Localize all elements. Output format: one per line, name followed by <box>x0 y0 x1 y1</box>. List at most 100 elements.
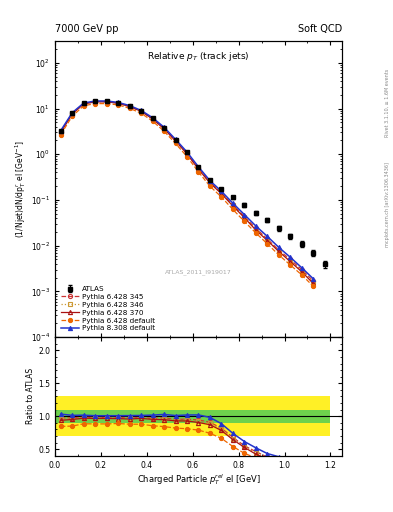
Bar <box>239 396 250 436</box>
Pythia 6.428 370 <box>139 108 143 114</box>
Pythia 6.428 345 <box>265 236 270 242</box>
Pythia 6.428 370 <box>127 103 132 110</box>
Bar <box>307 396 319 436</box>
Bar <box>239 410 250 423</box>
Text: 7000 GeV pp: 7000 GeV pp <box>55 24 119 34</box>
Pythia 6.428 346 <box>104 99 109 105</box>
Pythia 8.308 default <box>299 265 304 271</box>
Bar <box>193 410 204 423</box>
Pythia 6.428 345 <box>253 225 258 231</box>
Text: mcplots.cern.ch [arXiv:1306.3436]: mcplots.cern.ch [arXiv:1306.3436] <box>385 162 390 247</box>
Pythia 6.428 370 <box>116 100 121 106</box>
Y-axis label: Ratio to ATLAS: Ratio to ATLAS <box>26 368 35 424</box>
Pythia 8.308 default <box>288 254 293 260</box>
Pythia 8.308 default <box>81 100 86 106</box>
Bar <box>216 410 227 423</box>
Pythia 6.428 346 <box>253 226 258 232</box>
Pythia 6.428 346 <box>288 258 293 264</box>
Bar <box>66 396 78 436</box>
Pythia 6.428 345 <box>104 98 109 104</box>
Pythia 6.428 345 <box>116 100 121 106</box>
Pythia 6.428 346 <box>242 214 247 220</box>
Pythia 6.428 345 <box>162 125 166 132</box>
Bar <box>250 396 262 436</box>
Pythia 8.308 default <box>276 244 281 250</box>
Pythia 6.428 345 <box>127 103 132 110</box>
Pythia 6.428 370 <box>173 138 178 144</box>
Pythia 6.428 default <box>104 100 109 106</box>
Line: Pythia 8.308 default: Pythia 8.308 default <box>59 99 315 281</box>
Pythia 6.428 345 <box>219 190 224 196</box>
Bar <box>112 396 124 436</box>
Pythia 8.308 default <box>173 136 178 142</box>
Line: Pythia 6.428 346: Pythia 6.428 346 <box>59 100 315 284</box>
Pythia 6.428 346 <box>70 111 75 117</box>
Pythia 6.428 346 <box>219 190 224 197</box>
Bar <box>181 396 193 436</box>
Bar <box>135 410 147 423</box>
Pythia 6.428 default <box>93 100 97 106</box>
Pythia 6.428 default <box>299 272 304 278</box>
Pythia 6.428 default <box>265 241 270 247</box>
Pythia 8.308 default <box>127 102 132 109</box>
Bar <box>262 396 273 436</box>
Bar <box>307 410 319 423</box>
Pythia 8.308 default <box>59 127 63 134</box>
Bar <box>216 396 227 436</box>
Bar <box>135 396 147 436</box>
Pythia 6.428 default <box>242 218 247 224</box>
Pythia 6.428 346 <box>116 100 121 106</box>
Pythia 6.428 345 <box>311 278 316 284</box>
Line: Pythia 6.428 345: Pythia 6.428 345 <box>59 99 315 283</box>
Bar <box>319 396 331 436</box>
Pythia 6.428 345 <box>173 137 178 143</box>
Pythia 6.428 370 <box>231 203 235 209</box>
Pythia 8.308 default <box>185 149 189 155</box>
Bar <box>147 410 158 423</box>
Bar <box>250 410 262 423</box>
Pythia 8.308 default <box>104 98 109 104</box>
Pythia 6.428 default <box>219 194 224 200</box>
X-axis label: Charged Particle $p^{rel}_T$ el [GeV]: Charged Particle $p^{rel}_T$ el [GeV] <box>137 472 260 487</box>
Bar <box>296 396 307 436</box>
Bar <box>147 396 158 436</box>
Legend: ATLAS, Pythia 6.428 345, Pythia 6.428 346, Pythia 6.428 370, Pythia 6.428 defaul: ATLAS, Pythia 6.428 345, Pythia 6.428 34… <box>59 284 157 334</box>
Pythia 6.428 345 <box>150 116 155 122</box>
Pythia 8.308 default <box>116 99 121 105</box>
Pythia 6.428 345 <box>242 214 247 220</box>
Pythia 6.428 345 <box>196 165 201 172</box>
Pythia 6.428 370 <box>299 269 304 275</box>
Pythia 6.428 370 <box>311 281 316 287</box>
Bar <box>227 410 239 423</box>
Pythia 6.428 370 <box>219 190 224 197</box>
Pythia 6.428 345 <box>93 98 97 104</box>
Pythia 6.428 346 <box>162 125 166 132</box>
Pythia 8.308 default <box>70 110 75 116</box>
Pythia 6.428 370 <box>162 126 166 132</box>
Text: ATLAS_2011_I919017: ATLAS_2011_I919017 <box>165 269 232 275</box>
Pythia 6.428 345 <box>288 257 293 263</box>
Pythia 8.308 default <box>219 188 224 195</box>
Pythia 6.428 346 <box>127 103 132 110</box>
Bar <box>227 396 239 436</box>
Pythia 6.428 default <box>173 140 178 146</box>
Pythia 6.428 default <box>253 230 258 236</box>
Pythia 6.428 345 <box>70 111 75 117</box>
Pythia 6.428 370 <box>276 248 281 254</box>
Bar <box>204 410 216 423</box>
Pythia 6.428 345 <box>81 100 86 106</box>
Bar <box>181 410 193 423</box>
Pythia 6.428 346 <box>231 202 235 208</box>
Pythia 6.428 346 <box>299 268 304 274</box>
Pythia 6.428 346 <box>196 166 201 172</box>
Pythia 6.428 default <box>185 154 189 160</box>
Pythia 6.428 default <box>139 110 143 116</box>
Line: Pythia 6.428 370: Pythia 6.428 370 <box>59 100 315 286</box>
Pythia 6.428 346 <box>173 138 178 144</box>
Pythia 6.428 default <box>59 132 63 138</box>
Bar <box>193 396 204 436</box>
Pythia 6.428 345 <box>59 129 63 135</box>
Pythia 8.308 default <box>208 178 212 184</box>
Pythia 8.308 default <box>311 275 316 282</box>
Pythia 6.428 346 <box>139 108 143 114</box>
